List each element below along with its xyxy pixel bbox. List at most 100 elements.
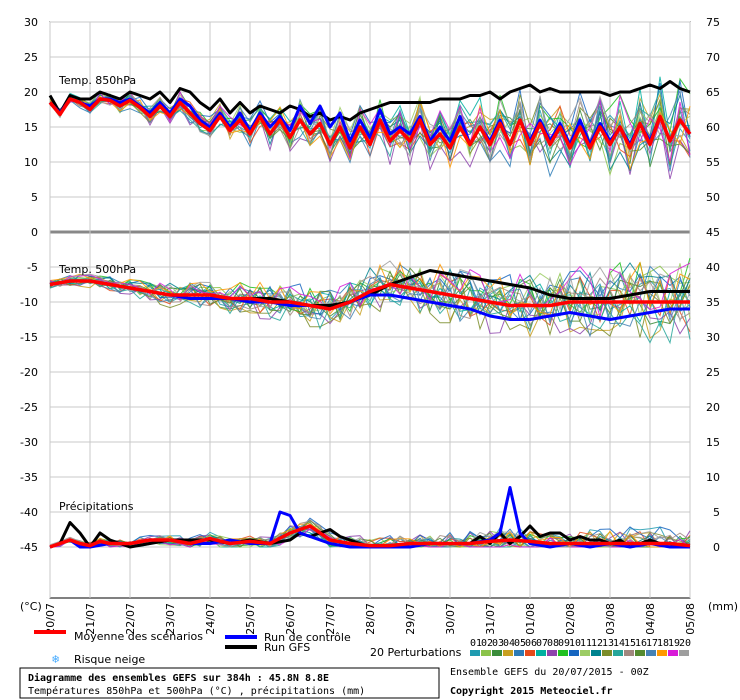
perturbation-number: 15 [624, 638, 636, 649]
right-tick-label: 75 [706, 16, 720, 29]
perturbation-swatch [481, 650, 491, 656]
left-tick-label: -5 [27, 261, 38, 274]
left-tick-label: -45 [20, 541, 38, 554]
perturbation-number: 03 [492, 638, 504, 649]
right-tick-label: 5 [713, 506, 720, 519]
title-box [19, 667, 440, 699]
perturbation-line [49, 278, 691, 339]
x-tick-label: 31/07 [484, 603, 497, 635]
perturbation-number: 02 [481, 638, 493, 649]
right-tick-label: 20 [706, 401, 720, 414]
mean-line [48, 97, 692, 150]
perturbation-swatch [624, 650, 634, 656]
perturbation-number: 20 [679, 638, 691, 649]
right-axis-unit: (mm) [708, 600, 738, 613]
perturbation-number: 05 [514, 638, 526, 649]
left-tick-label: -10 [20, 296, 38, 309]
perturbation-swatch [536, 650, 546, 656]
right-tick-label: 10 [706, 471, 720, 484]
perturbation-swatch [514, 650, 524, 656]
left-tick-label: 30 [24, 16, 38, 29]
snowflake-icon: ❄ [52, 652, 59, 666]
legend-snow-label: Risque neige [74, 653, 145, 666]
left-tick-label: -40 [20, 506, 38, 519]
perturbation-swatch [613, 650, 623, 656]
mean-line [49, 524, 691, 549]
mean-line [49, 279, 690, 311]
right-tick-label: 70 [706, 51, 720, 64]
perturbation-number: 08 [547, 638, 559, 649]
left-tick-label: 25 [24, 51, 38, 64]
panel-title-precip: Précipitations [59, 500, 134, 513]
perturbation-number: 18 [657, 638, 669, 649]
perturbation-number: 11 [580, 638, 592, 649]
perturbation-number: 07 [536, 638, 548, 649]
perturbation-number: 14 [613, 638, 625, 649]
right-tick-label: 45 [706, 226, 720, 239]
right-tick-label: 40 [706, 261, 720, 274]
perturbation-swatch [657, 650, 667, 656]
legend: Moyenne des scénarios Run de contrôle Ru… [34, 630, 691, 666]
right-tick-label: 0 [713, 541, 720, 554]
legend-control-swatch [225, 635, 257, 639]
chart-subtitle: Températures 850hPa et 500hPa (°C) , pré… [28, 685, 365, 697]
left-axis-unit: (°C) [20, 600, 42, 613]
perturbation-swatch [646, 650, 656, 656]
left-tick-label: -35 [20, 471, 38, 484]
left-tick-label: -30 [20, 436, 38, 449]
x-tick-label: 28/07 [364, 603, 377, 635]
x-tick-label: 24/07 [204, 603, 217, 635]
perturbation-swatch [503, 650, 513, 656]
perturbation-number: 10 [569, 638, 581, 649]
perturbation-number: 01 [470, 638, 482, 649]
left-tick-label: -15 [20, 331, 38, 344]
legend-mean-label: Moyenne des scénarios [74, 630, 203, 643]
x-tick-label: 05/08 [684, 603, 697, 635]
x-tick-label: 26/07 [284, 603, 297, 635]
right-tick-label: 60 [706, 121, 720, 134]
perturbation-swatch [569, 650, 579, 656]
perturbation-number: 06 [525, 638, 537, 649]
run-info: Ensemble GEFS du 20/07/2015 - 00Z [450, 667, 649, 678]
left-tick-label: 5 [31, 191, 38, 204]
perturbation-swatch [602, 650, 612, 656]
copyright: Copyright 2015 Meteociel.fr [450, 685, 613, 697]
x-tick-label: 27/07 [324, 603, 337, 635]
x-tick-label: 22/07 [124, 603, 137, 635]
perturbation-swatch [547, 650, 557, 656]
x-tick-label: 21/07 [84, 603, 97, 635]
x-tick-label: 20/07 [44, 603, 57, 635]
perturbation-swatch [470, 650, 480, 656]
perturbation-swatch [679, 650, 689, 656]
left-tick-label: 0 [31, 226, 38, 239]
perturbation-number: 13 [602, 638, 614, 649]
right-tick-label: 35 [706, 296, 720, 309]
x-tick-label: 03/08 [604, 603, 617, 635]
legend-perturbations-label: 20 Perturbations [370, 646, 462, 659]
left-tick-label: 15 [24, 121, 38, 134]
perturbation-swatch [558, 650, 568, 656]
x-tick-label: 02/08 [564, 603, 577, 635]
legend-control-label: Run de contrôle [264, 631, 351, 644]
legend-mean-swatch [34, 630, 66, 634]
left-tick-label: -25 [20, 401, 38, 414]
x-tick-label: 23/07 [164, 603, 177, 635]
x-tick-label: 30/07 [444, 603, 457, 635]
perturbation-number: 19 [668, 638, 680, 649]
chart-title: Diagramme des ensembles GEFS sur 384h : … [28, 672, 329, 684]
right-tick-label: 50 [706, 191, 720, 204]
left-tick-label: 20 [24, 86, 38, 99]
right-tick-label: 15 [706, 436, 720, 449]
perturbation-swatch [525, 650, 535, 656]
control-run-line [48, 97, 692, 146]
perturbation-swatch [668, 650, 678, 656]
perturbation-line [49, 80, 691, 156]
left-tick-label: 10 [24, 156, 38, 169]
right-tick-label: 55 [706, 156, 720, 169]
perturbation-number: 12 [591, 638, 603, 649]
x-tick-label: 01/08 [524, 603, 537, 635]
gfs-run-line [48, 80, 691, 122]
x-tick-label: 29/07 [404, 603, 417, 635]
